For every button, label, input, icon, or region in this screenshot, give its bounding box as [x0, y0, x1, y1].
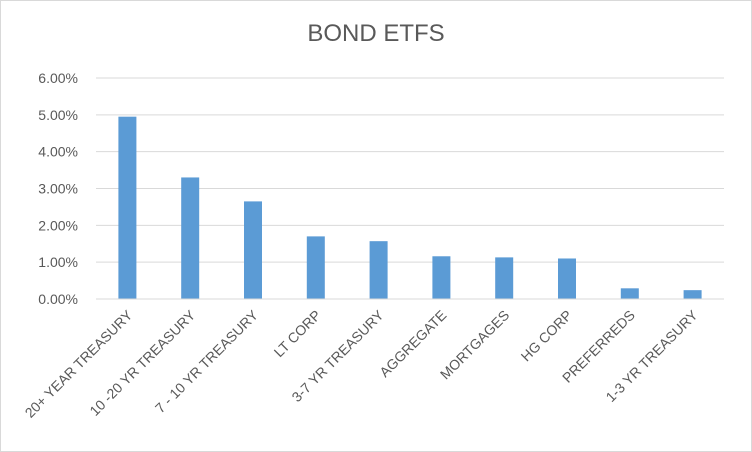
x-tick-label: 20+ YEAR TREASURY	[22, 306, 136, 420]
y-tick-label: 4.00%	[38, 144, 78, 160]
bar	[369, 241, 388, 299]
bars	[118, 116, 702, 299]
bar	[181, 177, 200, 299]
y-tick-label: 0.00%	[38, 291, 78, 307]
bar	[118, 116, 137, 299]
y-tick-label: 1.00%	[38, 254, 78, 270]
y-tick-label: 5.00%	[38, 107, 78, 123]
x-tick-label: HG CORP	[518, 307, 576, 365]
bar	[306, 236, 325, 299]
x-tick-label: 7 - 10 YR TREASURY	[152, 306, 262, 416]
y-axis-ticks: 0.00% 1.00% 2.00% 3.00% 4.00% 5.00% 6.00%	[38, 70, 78, 307]
bar	[683, 290, 702, 299]
gridlines	[96, 77, 724, 263]
chart-title: BOND ETFS	[307, 20, 445, 47]
x-tick-label: LT CORP	[271, 307, 324, 360]
y-tick-label: 6.00%	[38, 70, 78, 86]
bar	[495, 257, 514, 299]
bar	[620, 288, 639, 299]
y-tick-label: 2.00%	[38, 217, 78, 233]
bar	[244, 201, 262, 299]
bar	[432, 256, 451, 299]
y-tick-label: 3.00%	[38, 181, 78, 197]
bar	[558, 258, 576, 299]
x-tick-label: 10 -20 YR TREASURY	[86, 306, 198, 418]
